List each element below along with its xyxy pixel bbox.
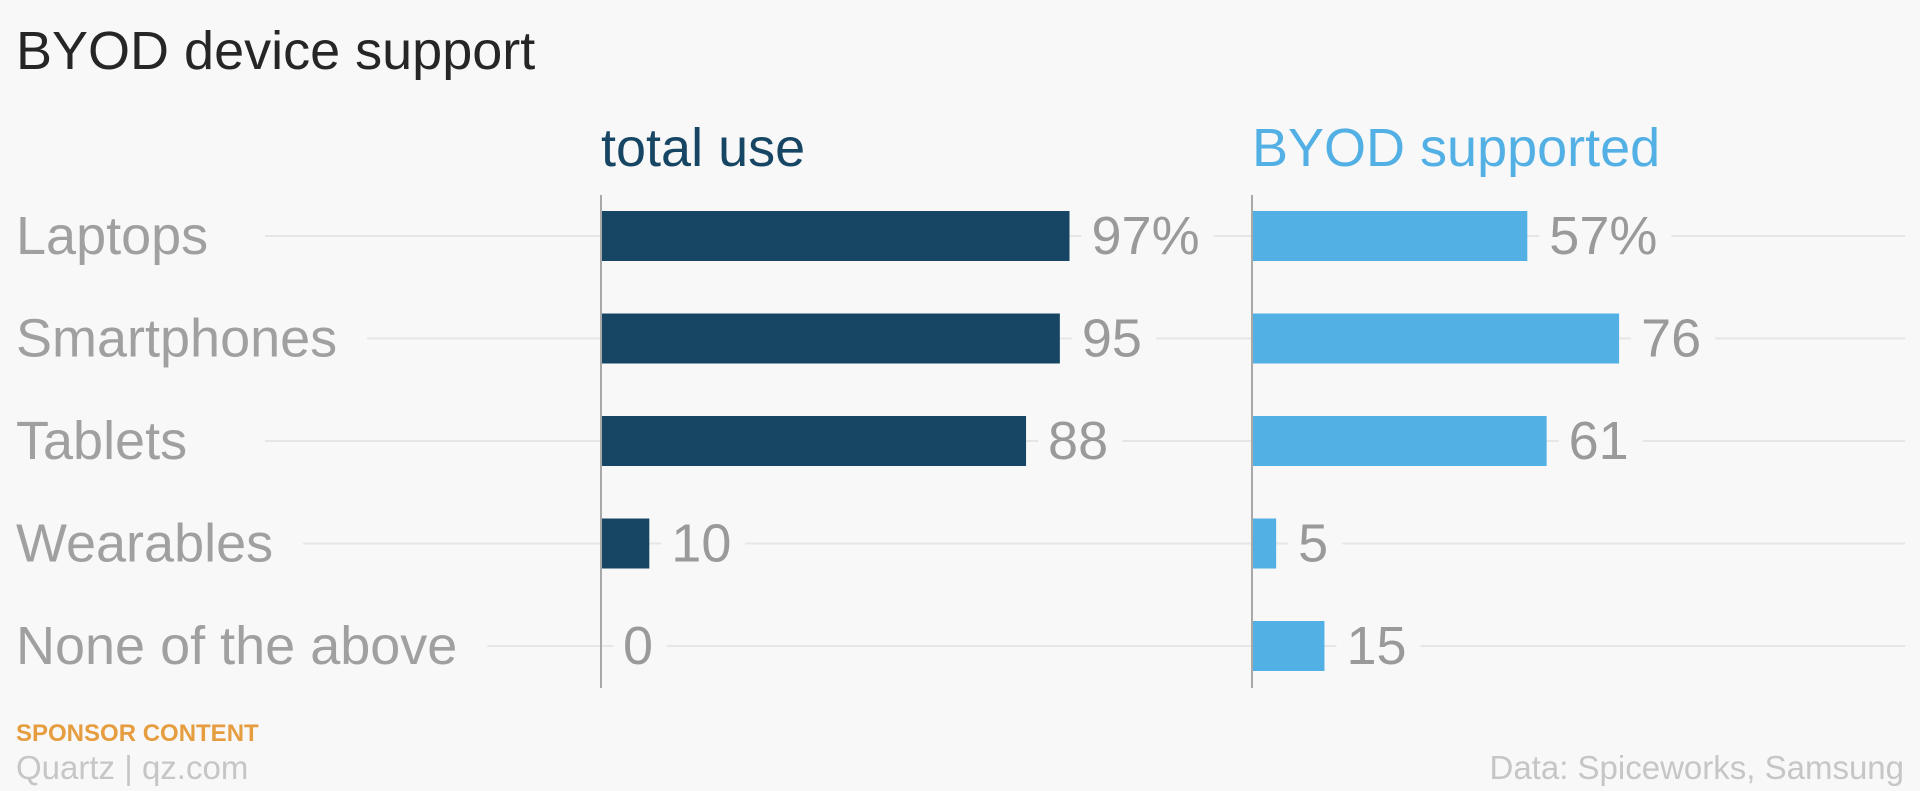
category-label-none-of-the-above: None of the above (16, 616, 457, 676)
value-label-total-use-laptops: 97% (1092, 206, 1200, 266)
value-label-background (1336, 616, 1421, 676)
category-label-background (12, 513, 304, 574)
value-label-byod-supported-smartphones: 76 (1641, 309, 1701, 369)
panel-title-byod-supported: BYOD supported (1252, 118, 1660, 178)
value-label-total-use-wearables: 10 (671, 514, 731, 574)
publisher-credit: Quartz | qz.com (16, 749, 249, 786)
category-label-background (12, 206, 239, 266)
category-label-smartphones: Smartphones (16, 309, 337, 369)
category-label-wearables: Wearables (16, 514, 273, 574)
bar-byod-supported-tablets (1252, 416, 1547, 466)
bar-chart: total use BYOD supported Laptops 97% 57% Smar… (12, 118, 1905, 688)
bar-total-use-smartphones (601, 313, 1060, 364)
category-label-laptops: Laptops (16, 206, 208, 266)
category-label-tablets: Tablets (16, 411, 187, 471)
value-label-background (1288, 513, 1343, 574)
value-label-background (1539, 206, 1672, 266)
bar-total-use-tablets (601, 416, 1027, 466)
bar-total-use-wearables (601, 518, 650, 569)
value-label-background (1071, 308, 1156, 369)
value-label-background (1631, 308, 1716, 369)
value-label-total-use-none-of-the-above: 0 (623, 616, 653, 676)
value-label-background (1558, 411, 1643, 471)
value-label-byod-supported-tablets: 61 (1569, 411, 1629, 471)
value-label-total-use-tablets: 88 (1048, 411, 1108, 471)
category-label-background (12, 616, 488, 676)
category-label-background (12, 308, 368, 369)
value-label-background (1038, 411, 1123, 471)
value-label-background (1081, 206, 1214, 266)
chart-title: BYOD device support (16, 21, 536, 81)
value-label-background (613, 616, 668, 676)
value-label-byod-supported-laptops: 57% (1549, 206, 1657, 266)
bar-byod-supported-none-of-the-above (1252, 621, 1325, 671)
bar-byod-supported-laptops (1252, 211, 1528, 261)
bar-byod-supported-wearables (1252, 518, 1277, 569)
category-label-background (12, 411, 218, 471)
value-label-background (661, 513, 746, 574)
value-label-total-use-smartphones: 95 (1082, 309, 1142, 369)
value-label-byod-supported-none-of-the-above: 15 (1346, 616, 1406, 676)
bar-total-use-laptops (601, 211, 1070, 261)
sponsor-label: SPONSOR CONTENT (16, 720, 259, 747)
value-label-byod-supported-wearables: 5 (1298, 514, 1328, 574)
panel-title-total-use: total use (601, 118, 805, 178)
data-source: Data: Spiceworks, Samsung (1489, 749, 1904, 786)
bar-byod-supported-smartphones (1252, 313, 1620, 364)
